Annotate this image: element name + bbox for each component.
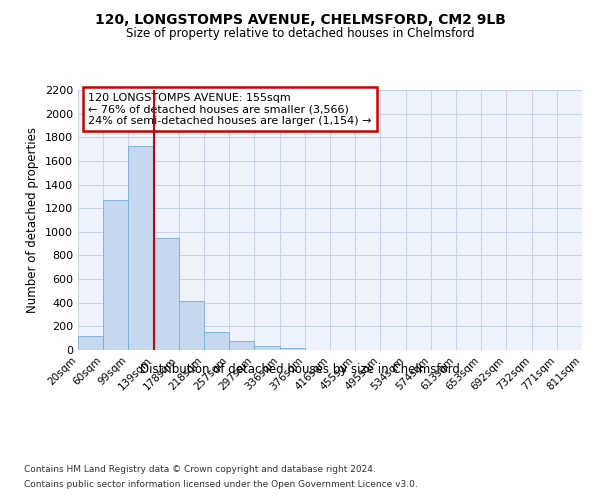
Bar — [154, 238, 179, 350]
Bar — [280, 348, 305, 350]
Text: Contains HM Land Registry data © Crown copyright and database right 2024.: Contains HM Land Registry data © Crown c… — [24, 465, 376, 474]
Bar — [254, 346, 280, 350]
Text: 120 LONGSTOMPS AVENUE: 155sqm
← 76% of detached houses are smaller (3,566)
24% o: 120 LONGSTOMPS AVENUE: 155sqm ← 76% of d… — [88, 92, 371, 126]
Bar — [204, 332, 229, 350]
Text: Distribution of detached houses by size in Chelmsford: Distribution of detached houses by size … — [140, 362, 460, 376]
Bar — [78, 336, 103, 350]
Text: Size of property relative to detached houses in Chelmsford: Size of property relative to detached ho… — [125, 28, 475, 40]
Y-axis label: Number of detached properties: Number of detached properties — [26, 127, 40, 313]
Bar — [179, 301, 204, 350]
Bar — [103, 200, 128, 350]
Text: Contains public sector information licensed under the Open Government Licence v3: Contains public sector information licen… — [24, 480, 418, 489]
Bar — [128, 146, 154, 350]
Text: 120, LONGSTOMPS AVENUE, CHELMSFORD, CM2 9LB: 120, LONGSTOMPS AVENUE, CHELMSFORD, CM2 … — [95, 12, 505, 26]
Bar — [229, 341, 254, 350]
